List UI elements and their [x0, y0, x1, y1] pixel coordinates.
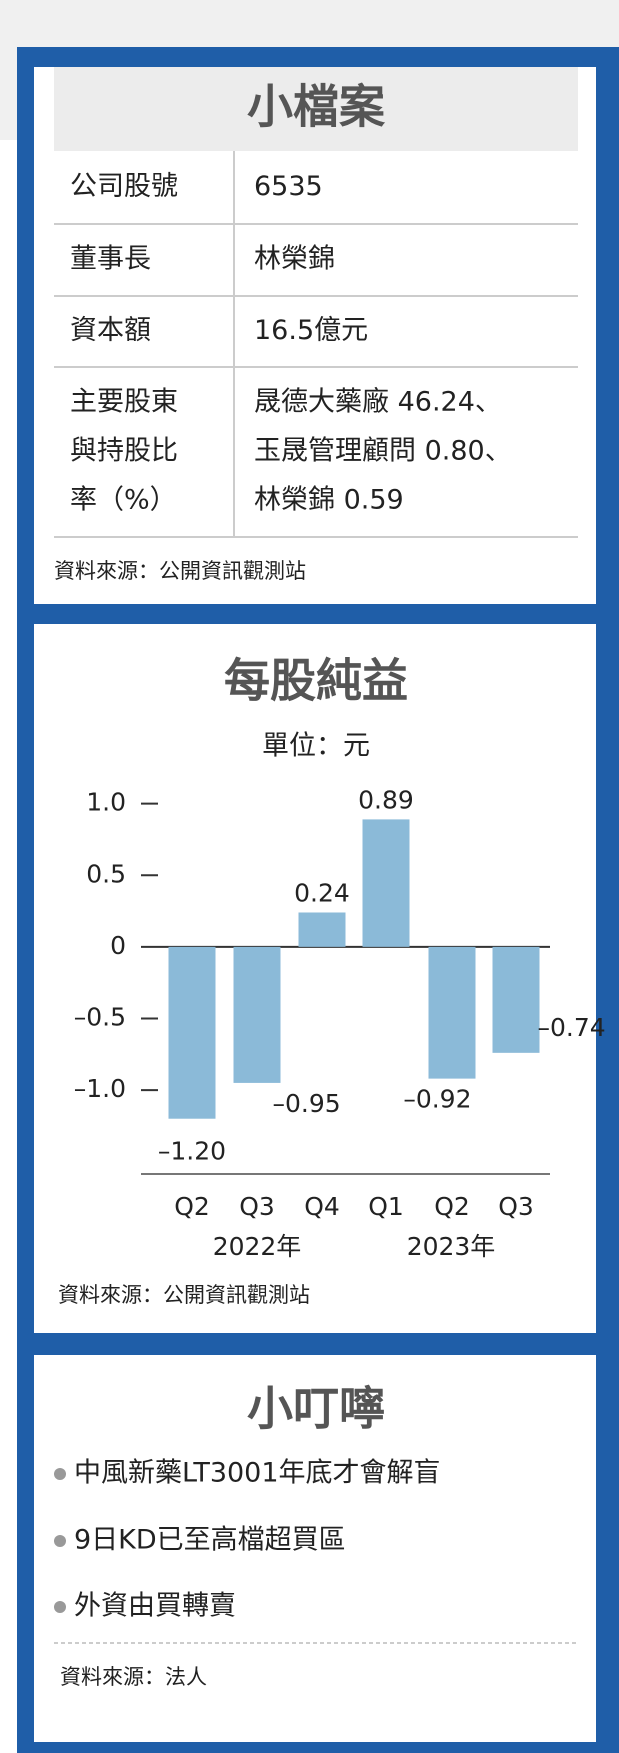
table-cell: 主要股東	[70, 387, 178, 418]
table-cell: 玉晟管理顧問 0.80、	[254, 436, 512, 467]
profile-source: 資料來源：公開資訊觀測站	[54, 559, 306, 583]
tips-panel	[34, 1355, 596, 1742]
table-cell: 公司股號	[70, 171, 178, 202]
y-tick-label: 0	[110, 931, 126, 960]
table-cell: 與持股比	[70, 436, 178, 467]
x-tick-label: Q2	[174, 1192, 210, 1221]
x-tick-label: Q3	[239, 1192, 275, 1221]
chart-source: 資料來源：公開資訊觀測站	[58, 1283, 310, 1307]
profile-panel	[34, 67, 596, 604]
x-tick-label: Q4	[304, 1192, 340, 1221]
value-label: –0.95	[273, 1089, 341, 1118]
value-label: –0.92	[403, 1085, 471, 1114]
y-tick-label: –0.5	[74, 1002, 126, 1031]
table-cell: 林榮錦	[254, 244, 335, 275]
table-cell: 資本額	[70, 315, 151, 346]
bar	[428, 946, 476, 1079]
x-tick-label: Q2	[434, 1192, 470, 1221]
value-label: 0.89	[358, 785, 414, 814]
table-cell: 16.5億元	[254, 315, 368, 346]
value-label: –1.20	[158, 1137, 226, 1166]
table-cell: 林榮錦 0.59	[254, 485, 404, 516]
x-group-label: 2022年	[213, 1232, 302, 1261]
y-tick-label: 1.0	[86, 788, 126, 817]
profile-title: 小檔案	[247, 80, 386, 134]
bar	[492, 946, 540, 1053]
chart-title: 每股純益	[224, 654, 408, 708]
tips-title: 小叮嚀	[247, 1382, 385, 1436]
bullet	[54, 1601, 66, 1613]
y-tick-label: –1.0	[74, 1074, 126, 1103]
table-cell: 晟德大藥廠 46.24、	[254, 387, 502, 418]
tip-item: 中風新藥LT3001年底才會解盲	[74, 1458, 441, 1489]
tip-item: 外資由買轉賣	[74, 1591, 236, 1622]
bar	[233, 946, 281, 1083]
bar	[168, 946, 216, 1119]
table-cell: 率（%）	[70, 485, 177, 516]
bar	[362, 819, 410, 947]
value-label: –0.74	[538, 1013, 606, 1042]
bullet	[54, 1535, 66, 1547]
y-tick-label: 0.5	[86, 859, 126, 888]
tips-source: 資料來源：法人	[60, 1665, 207, 1689]
x-tick-label: Q3	[498, 1192, 534, 1221]
x-group-label: 2023年	[407, 1232, 496, 1261]
bullet	[54, 1468, 66, 1480]
x-tick-label: Q1	[368, 1192, 404, 1221]
table-cell: 董事長	[70, 244, 151, 275]
value-label: 0.24	[294, 878, 350, 907]
chart-subtitle: 單位：元	[262, 731, 370, 762]
profile-title-band	[54, 67, 578, 151]
tip-item: 9日KD已至高檔超買區	[74, 1525, 346, 1556]
table-cell: 6535	[254, 171, 323, 202]
bar	[298, 912, 346, 947]
